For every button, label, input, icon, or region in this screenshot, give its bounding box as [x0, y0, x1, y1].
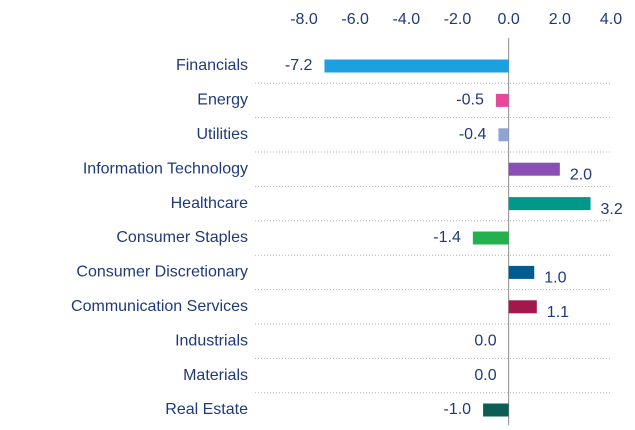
x-tick-label: -4.0	[393, 11, 421, 28]
x-tick-label: -2.0	[444, 11, 472, 28]
category-label: Utilities	[196, 126, 248, 143]
value-label: 0.0	[474, 332, 496, 349]
value-label: 3.2	[601, 201, 623, 218]
value-label: -0.4	[459, 126, 487, 143]
category-label: Materials	[183, 367, 248, 384]
category-label: Financials	[176, 57, 248, 74]
value-label: -1.0	[444, 401, 472, 418]
category-label: Communication Services	[71, 298, 248, 315]
value-label: -0.5	[456, 92, 484, 109]
category-label: Consumer Discretionary	[76, 264, 248, 281]
x-tick-label: 4.0	[600, 11, 622, 28]
bar	[508, 162, 560, 176]
value-label: 0.0	[474, 367, 496, 384]
bar	[508, 197, 591, 211]
value-label: -1.4	[433, 229, 461, 246]
value-label: 1.1	[547, 304, 569, 321]
x-tick-label: 2.0	[549, 11, 571, 28]
x-tick-label: -6.0	[341, 11, 369, 28]
x-tick-label: 0.0	[498, 11, 520, 28]
value-label: 1.0	[544, 270, 566, 287]
category-label: Energy	[197, 92, 248, 109]
category-label: Consumer Staples	[116, 229, 248, 246]
bar	[483, 403, 509, 417]
category-label: Real Estate	[165, 401, 248, 418]
value-label: 2.0	[570, 166, 592, 183]
bar	[508, 265, 535, 279]
category-label: Industrials	[175, 332, 248, 349]
category-label: Information Technology	[83, 160, 248, 177]
category-label: Healthcare	[171, 195, 248, 212]
bar	[324, 59, 509, 73]
bar	[498, 128, 509, 142]
bar	[472, 231, 509, 245]
x-tick-label: -8.0	[290, 11, 318, 28]
bar	[495, 93, 509, 107]
bar	[508, 300, 537, 314]
value-label: -7.2	[285, 57, 313, 74]
